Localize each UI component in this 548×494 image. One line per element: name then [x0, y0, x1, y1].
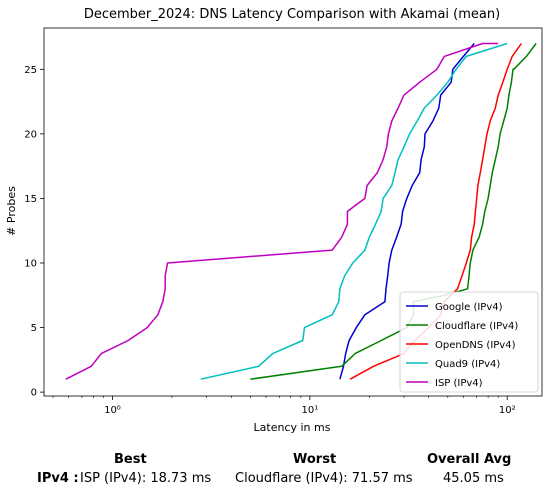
overall-avg-value: 45.05 ms: [443, 471, 504, 486]
x-tick-label: 10¹: [301, 405, 318, 416]
legend-label: ISP (IPv4): [435, 378, 483, 389]
ipv4-row-label: IPv4 :: [37, 471, 79, 486]
y-tick-label: 0: [31, 388, 37, 399]
y-tick-label: 5: [31, 323, 37, 334]
legend-box: [399, 291, 539, 393]
plot-area: 10⁰ 10¹ 10² 0 5 10 15 20 25 Google (IPv4) Cloudfla…: [24, 27, 543, 416]
chart-title: December_2024: DNS Latency Comparison wi…: [84, 7, 500, 22]
series-line: [339, 43, 475, 380]
x-axis-label: Latency in ms: [254, 421, 331, 434]
worst-value: Cloudflare (IPv4): 71.57 ms: [235, 471, 413, 486]
y-tick-label: 20: [24, 129, 37, 140]
latency-chart: December_2024: DNS Latency Comparison wi…: [5, 7, 543, 434]
series-line: [200, 42, 508, 380]
legend-label: Quad9 (IPv4): [435, 359, 500, 370]
y-tick-label: 15: [24, 194, 37, 205]
y-tick-label: 25: [24, 65, 37, 76]
y-axis-label: # Probes: [5, 186, 18, 236]
plot-frame: [43, 27, 543, 397]
legend-label: Google (IPv4): [435, 302, 503, 313]
best-header: Best: [114, 452, 147, 467]
legend-label: Cloudflare (IPv4): [435, 321, 518, 332]
series-line: [65, 42, 499, 380]
x-tick-label: 10⁰: [104, 405, 121, 416]
worst-header: Worst: [293, 452, 337, 467]
x-tick-label: 10²: [499, 405, 516, 416]
y-tick-label: 10: [24, 259, 37, 270]
overall-avg-header: Overall Avg: [427, 452, 512, 467]
legend-label: OpenDNS (IPv4): [435, 340, 516, 351]
best-value: ISP (IPv4): 18.73 ms: [80, 471, 212, 486]
